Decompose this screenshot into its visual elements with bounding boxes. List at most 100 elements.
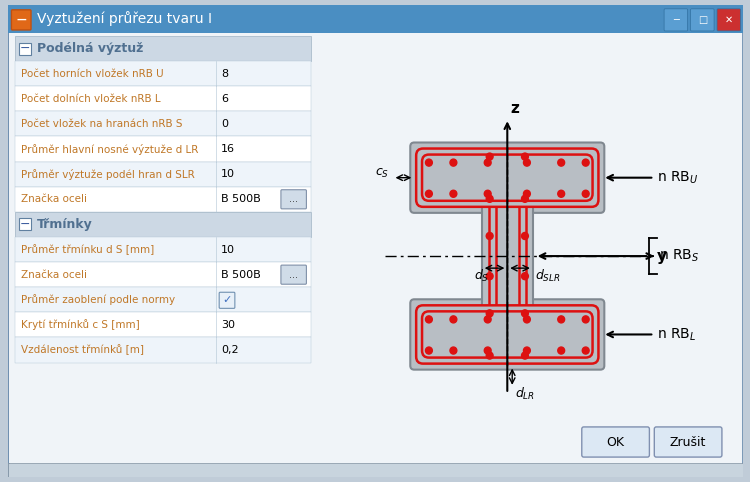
FancyBboxPatch shape (281, 190, 307, 209)
Circle shape (425, 316, 432, 323)
Circle shape (582, 159, 590, 166)
FancyBboxPatch shape (281, 265, 307, 284)
Text: Podélná výztuž: Podélná výztuž (37, 42, 143, 55)
Bar (15, 61, 311, 86)
Bar (15, 237, 311, 262)
Bar (15, 161, 311, 187)
Text: ...: ... (290, 269, 298, 280)
Circle shape (582, 316, 590, 323)
Text: 0: 0 (221, 119, 228, 129)
FancyBboxPatch shape (19, 42, 31, 54)
Bar (8, 5, 742, 33)
FancyBboxPatch shape (582, 427, 650, 457)
Text: ✓: ✓ (222, 295, 232, 305)
Circle shape (425, 347, 432, 354)
Bar (15, 111, 311, 136)
Text: y: y (657, 249, 668, 264)
Circle shape (486, 310, 493, 317)
Text: Průměr výztuže podél hran d SLR: Průměr výztuže podél hran d SLR (21, 169, 195, 180)
Bar (15, 262, 311, 287)
Circle shape (450, 190, 457, 197)
Circle shape (582, 347, 590, 354)
Bar (483, 206, 532, 210)
FancyBboxPatch shape (219, 292, 235, 308)
Circle shape (425, 159, 432, 166)
Text: Zrušit: Zrušit (670, 436, 706, 449)
Text: $d_S$: $d_S$ (474, 268, 490, 284)
Text: ...: ... (290, 194, 298, 204)
FancyBboxPatch shape (654, 427, 722, 457)
FancyBboxPatch shape (8, 5, 742, 477)
Text: B 500B: B 500B (221, 269, 261, 280)
Text: 0,2: 0,2 (221, 345, 238, 355)
Text: Průměr zaoblení podle normy: Průměr zaoblení podle normy (21, 295, 176, 305)
Text: −: − (20, 218, 30, 231)
Circle shape (486, 153, 493, 160)
Bar (15, 312, 311, 337)
Text: 8: 8 (221, 68, 228, 79)
Text: Značka oceli: Značka oceli (21, 269, 87, 280)
FancyBboxPatch shape (11, 10, 31, 30)
Circle shape (450, 159, 457, 166)
Text: Průměr hlavní nosné výztuže d LR: Průměr hlavní nosné výztuže d LR (21, 144, 199, 155)
Text: n RB$_L$: n RB$_L$ (657, 326, 697, 343)
Circle shape (484, 316, 491, 323)
Circle shape (450, 316, 457, 323)
Text: n RB$_S$: n RB$_S$ (659, 248, 700, 264)
Circle shape (486, 232, 493, 240)
Text: —: — (16, 15, 26, 25)
Bar (482, 208, 532, 304)
FancyBboxPatch shape (410, 299, 604, 370)
Text: $d_{SLR}$: $d_{SLR}$ (535, 268, 560, 284)
Text: Vzdálenost třmínků [m]: Vzdálenost třmínků [m] (21, 345, 144, 355)
Circle shape (484, 159, 491, 166)
Bar (15, 212, 311, 237)
Circle shape (521, 352, 528, 359)
Circle shape (486, 352, 493, 359)
Text: 10: 10 (221, 244, 236, 254)
Bar (483, 302, 532, 306)
Circle shape (558, 190, 565, 197)
Text: Třmínky: Třmínky (37, 218, 93, 231)
Text: □: □ (698, 15, 707, 25)
Text: 10: 10 (221, 169, 236, 179)
Bar (15, 36, 311, 61)
Circle shape (486, 273, 493, 280)
Circle shape (521, 232, 528, 240)
FancyBboxPatch shape (410, 143, 604, 213)
Bar (15, 136, 311, 161)
Circle shape (558, 316, 565, 323)
Text: Počet vložek na hranách nRB S: Počet vložek na hranách nRB S (21, 119, 183, 129)
Circle shape (582, 190, 590, 197)
Text: $d_{LR}$: $d_{LR}$ (515, 386, 535, 402)
Circle shape (521, 153, 528, 160)
Bar (8, 463, 742, 477)
Text: 30: 30 (221, 320, 236, 330)
Text: Počet horních vložek nRB U: Počet horních vložek nRB U (21, 68, 164, 79)
Text: B 500B: B 500B (221, 194, 261, 204)
FancyBboxPatch shape (691, 9, 714, 31)
Circle shape (524, 316, 530, 323)
Circle shape (484, 190, 491, 197)
Circle shape (524, 347, 530, 354)
Text: Značka oceli: Značka oceli (21, 194, 87, 204)
Circle shape (521, 273, 528, 280)
Bar (15, 187, 311, 212)
Text: OK: OK (607, 436, 625, 449)
Circle shape (558, 347, 565, 354)
Circle shape (524, 159, 530, 166)
Circle shape (521, 310, 528, 317)
Circle shape (486, 195, 493, 202)
Text: z: z (510, 101, 519, 116)
Text: 6: 6 (221, 94, 228, 104)
Text: 16: 16 (221, 144, 236, 154)
Circle shape (450, 347, 457, 354)
Circle shape (558, 159, 565, 166)
FancyBboxPatch shape (19, 218, 31, 230)
Text: ─: ─ (673, 15, 679, 25)
Circle shape (524, 190, 530, 197)
Text: $c_S$: $c_S$ (375, 167, 389, 180)
Circle shape (521, 195, 528, 202)
Text: Průměr třmínku d S [mm]: Průměr třmínku d S [mm] (21, 244, 154, 255)
FancyBboxPatch shape (664, 9, 688, 31)
